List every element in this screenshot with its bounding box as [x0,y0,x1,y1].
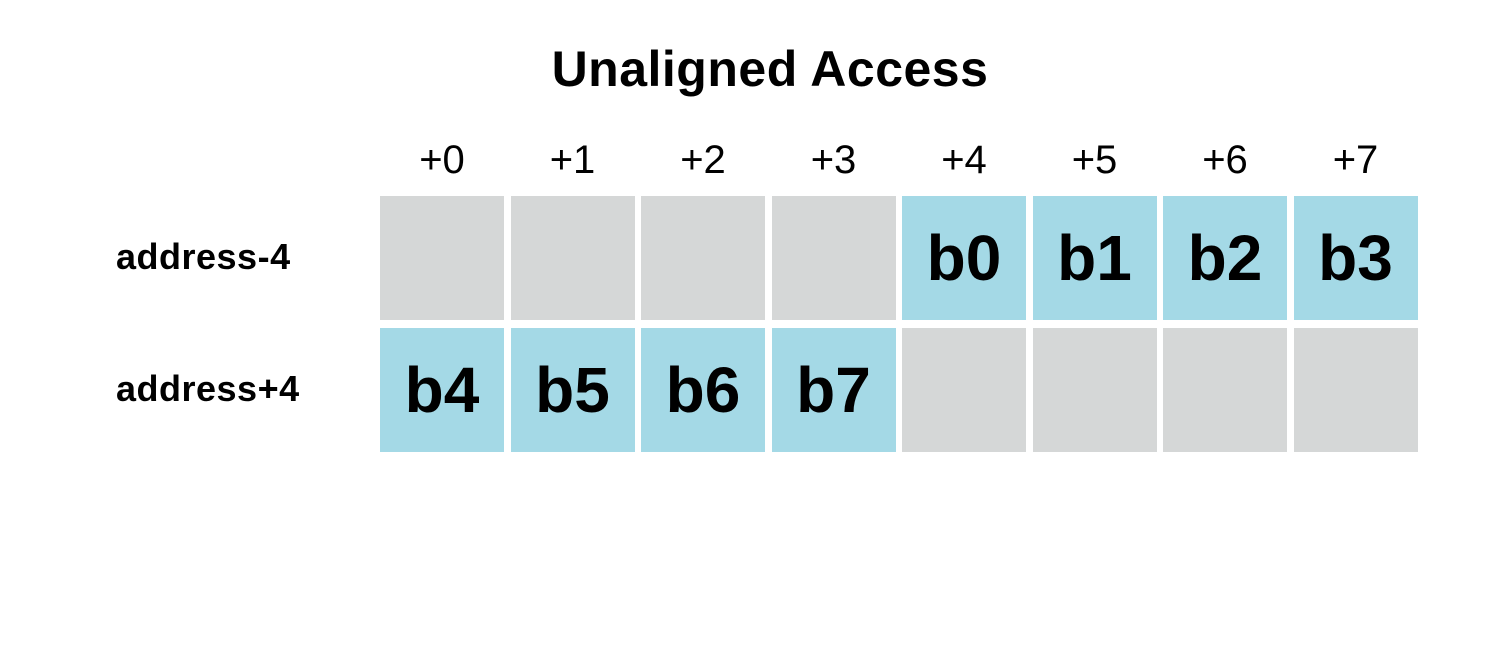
row-label: address-4 [116,236,291,277]
empty-cell [641,196,765,320]
byte-cell-b7: b7 [771,328,896,452]
diagram-title: Unaligned Access [551,41,989,97]
byte-cell-b4: b4 [380,328,504,452]
empty-cell [510,196,635,320]
empty-cell [380,196,504,320]
column-header: +3 [810,138,857,182]
row-label: address+4 [116,368,300,409]
empty-cell [771,196,896,320]
column-header: +0 [419,138,465,182]
column-header: +7 [1332,138,1379,182]
column-header: +2 [680,138,726,182]
byte-cell-b1: b1 [1032,196,1157,320]
empty-cell [1163,328,1287,452]
column-header: +4 [941,138,987,182]
empty-cell [902,328,1026,452]
column-header: +5 [1071,138,1118,182]
column-header: +6 [1202,138,1248,182]
column-header: +1 [549,138,596,182]
byte-cell-b3: b3 [1293,196,1418,320]
empty-cell [1032,328,1157,452]
byte-cell-b5: b5 [510,328,635,452]
byte-cell-b0: b0 [902,196,1026,320]
byte-cell-b6: b6 [641,328,765,452]
empty-cell [1293,328,1418,452]
byte-cell-b2: b2 [1163,196,1287,320]
